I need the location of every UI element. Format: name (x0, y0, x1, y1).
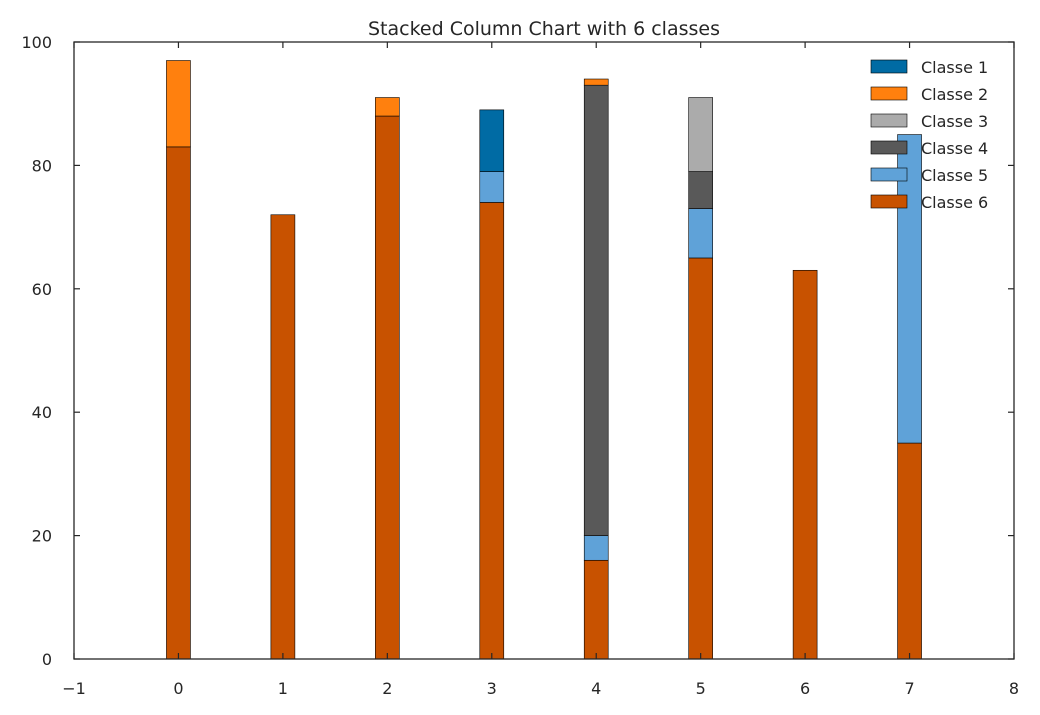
bar-classe-3-x5 (688, 97, 713, 172)
x-tick-label: 6 (800, 679, 810, 698)
bar-classe-6-x6 (792, 269, 818, 660)
bar-classe-4-x5 (688, 171, 713, 209)
bar-classe-2-x0 (166, 60, 191, 148)
legend: Classe 1 Classe 2 Classe 3 Classe 4 Classe 5… (870, 58, 988, 212)
legend-label-classe-3: Classe 3 (921, 112, 988, 131)
x-tick-label: 7 (904, 679, 914, 698)
bar-classe-6-x7 (897, 442, 922, 660)
y-tick-label: 80 (32, 156, 52, 175)
x-tick-label: 8 (1009, 679, 1019, 698)
bars-group (166, 60, 922, 660)
x-tick-label: 1 (278, 679, 288, 698)
x-tick-label: 4 (591, 679, 601, 698)
bar-classe-6-x1 (270, 214, 296, 660)
x-tick-label: −1 (62, 679, 86, 698)
legend-label-classe-2: Classe 2 (921, 85, 988, 104)
plot-frame (73, 41, 1015, 660)
legend-label-classe-1: Classe 1 (921, 58, 988, 77)
y-tick-label: 60 (32, 280, 52, 299)
bar-classe-5-x7 (897, 134, 922, 444)
chart-title: Stacked Column Chart with 6 classes (368, 18, 720, 40)
bar-classe-6-x2 (375, 115, 400, 660)
legend-swatch-classe-1 (870, 59, 908, 74)
legend-label-classe-4: Classe 4 (921, 139, 988, 158)
legend-label-classe-6: Classe 6 (921, 193, 988, 212)
legend-swatch-classe-2 (870, 86, 908, 101)
bar-classe-2-x4 (583, 78, 609, 86)
x-tick-label: 2 (382, 679, 392, 698)
y-tick-label: 40 (32, 403, 52, 422)
legend-swatch-classe-3 (870, 113, 908, 128)
legend-swatch-classe-5 (870, 167, 908, 182)
y-tick-label: 100 (21, 33, 52, 52)
legend-swatch-classe-6 (870, 194, 908, 209)
x-tick-label: 3 (487, 679, 497, 698)
bar-classe-6-x0 (166, 146, 191, 660)
legend-swatch-classe-4 (870, 140, 908, 155)
y-tick-label: 0 (42, 650, 52, 669)
x-tick-label: 0 (173, 679, 183, 698)
bar-classe-4-x4 (583, 84, 609, 536)
x-tick-label: 5 (696, 679, 706, 698)
y-tick-label: 20 (32, 527, 52, 546)
bar-classe-5-x5 (688, 208, 713, 259)
bar-classe-2-x2 (375, 97, 400, 117)
bar-classe-5-x4 (583, 535, 609, 561)
bar-classe-6-x3 (479, 202, 505, 660)
bar-classe-6-x5 (688, 257, 713, 660)
bar-classe-5-x3 (479, 171, 505, 203)
bar-classe-6-x4 (583, 559, 609, 660)
legend-label-classe-5: Classe 5 (921, 166, 988, 185)
bar-classe-1-x3 (479, 109, 505, 172)
